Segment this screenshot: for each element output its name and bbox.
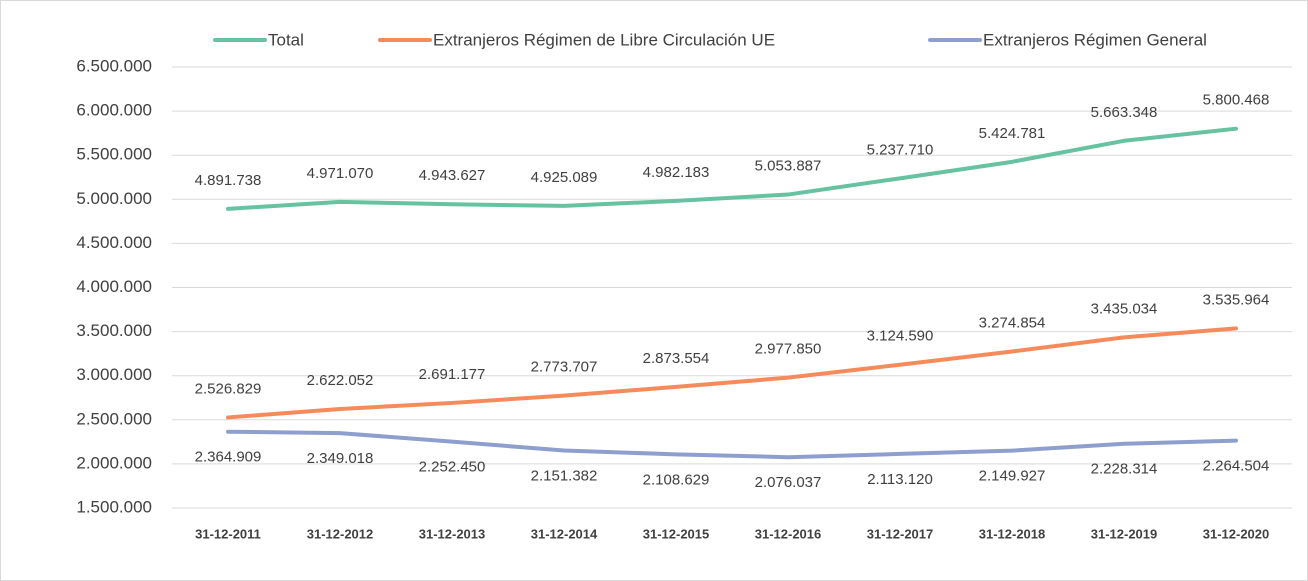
- x-tick-label: 31-12-2014: [531, 526, 598, 541]
- data-label: 4.891.738: [195, 172, 262, 189]
- series-line: [226, 429, 1238, 460]
- data-label: 2.364.909: [195, 449, 262, 466]
- y-tick-label: 2.500.000: [76, 409, 152, 428]
- y-tick-label: 3.000.000: [76, 365, 152, 384]
- x-tick-label: 31-12-2017: [867, 526, 934, 541]
- data-label: 2.873.554: [643, 350, 710, 367]
- y-tick-label: 1.500.000: [76, 497, 152, 516]
- data-label: 5.663.348: [1091, 104, 1158, 121]
- data-label: 5.237.710: [867, 141, 934, 158]
- data-label: 4.925.089: [531, 169, 598, 186]
- data-label: 3.535.964: [1203, 291, 1270, 308]
- y-tick-label: 2.000.000: [76, 453, 152, 472]
- y-tick-label: 5.500.000: [76, 145, 152, 164]
- data-label: 2.526.829: [195, 380, 262, 397]
- data-label: 2.773.707: [531, 359, 598, 376]
- legend-label: Extranjeros Régimen de Libre Circulación…: [433, 30, 775, 49]
- data-label: 4.982.183: [643, 164, 710, 181]
- data-label: 3.124.590: [867, 328, 934, 345]
- y-tick-label: 5.000.000: [76, 189, 152, 208]
- data-label: 5.800.468: [1203, 92, 1270, 109]
- data-label: 2.622.052: [307, 372, 374, 389]
- y-tick-label: 6.000.000: [76, 101, 152, 120]
- data-label: 4.971.070: [307, 165, 374, 182]
- series-line: [226, 326, 1238, 420]
- x-tick-label: 31-12-2013: [419, 526, 486, 541]
- data-label: 2.076.037: [755, 474, 822, 491]
- data-label: 2.691.177: [419, 366, 486, 383]
- data-label: 2.252.450: [419, 459, 486, 476]
- series-line: [226, 126, 1238, 211]
- data-label: 4.943.627: [419, 167, 486, 184]
- y-tick-label: 3.500.000: [76, 321, 152, 340]
- data-label: 2.349.018: [307, 450, 374, 467]
- y-tick-label: 4.000.000: [76, 277, 152, 296]
- x-tick-label: 31-12-2018: [979, 526, 1046, 541]
- data-label: 5.424.781: [979, 125, 1046, 142]
- data-label: 2.977.850: [755, 341, 822, 358]
- x-tick-label: 31-12-2015: [643, 526, 710, 541]
- data-label: 2.113.120: [867, 471, 933, 488]
- y-tick-label: 4.500.000: [76, 233, 152, 252]
- data-label: 2.228.314: [1091, 461, 1158, 478]
- data-label: 2.108.629: [643, 471, 710, 488]
- x-tick-label: 31-12-2016: [755, 526, 822, 541]
- data-label: 2.264.504: [1203, 458, 1270, 475]
- legend-label: Extranjeros Régimen General: [983, 30, 1207, 49]
- data-label: 2.149.927: [979, 468, 1046, 485]
- x-tick-label: 31-12-2011: [195, 526, 261, 541]
- x-tick-label: 31-12-2019: [1091, 526, 1158, 541]
- x-tick-label: 31-12-2012: [307, 526, 374, 541]
- data-label: 3.435.034: [1091, 300, 1158, 317]
- legend-label: Total: [268, 30, 304, 49]
- data-label: 2.151.382: [531, 468, 598, 485]
- y-tick-label: 6.500.000: [76, 56, 152, 75]
- x-tick-label: 31-12-2020: [1203, 526, 1270, 541]
- data-label: 5.053.887: [755, 158, 822, 175]
- data-label: 3.274.854: [979, 314, 1046, 331]
